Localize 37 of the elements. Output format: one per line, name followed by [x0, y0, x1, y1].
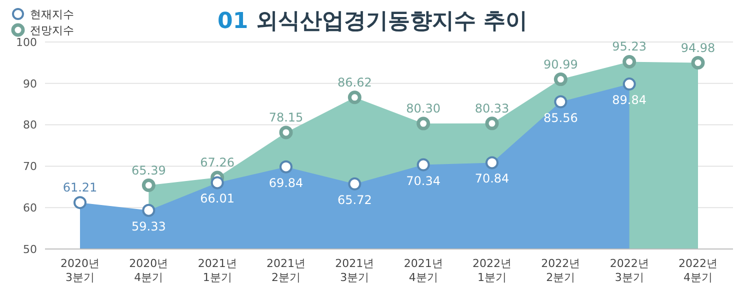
y-tick-label: 60: [23, 201, 37, 214]
data-label: 80.33: [474, 101, 510, 116]
x-tick-label: 2022년 4분기: [678, 257, 718, 284]
data-label: 66.01: [200, 192, 235, 206]
data-label: 67.26: [200, 156, 235, 170]
data-label: 90.99: [543, 57, 578, 72]
data-label: 89.84: [612, 93, 647, 108]
data-label: 95.23: [612, 40, 647, 54]
x-tick-label: 2020년 3분기: [60, 257, 100, 284]
x-tick-label: 2021년 3분기: [335, 257, 374, 284]
data-label: 65.39: [131, 163, 166, 178]
legend-label: 전망지수: [30, 24, 74, 37]
data-label: 86.62: [337, 75, 372, 90]
y-tick-label: 80: [23, 118, 37, 132]
data-label: 80.30: [406, 102, 441, 116]
y-tick-label: 100: [16, 36, 37, 49]
data-label: 59.33: [131, 219, 166, 234]
data-label: 70.34: [406, 174, 441, 188]
legend-label: 현재지수: [30, 8, 74, 21]
x-tick-label: 2022년 2분기: [541, 257, 580, 284]
x-tick-label: 2021년 2분기: [266, 257, 306, 284]
data-label: 69.84: [268, 176, 304, 190]
data-label: 85.56: [543, 110, 578, 125]
y-tick-label: 90: [23, 77, 37, 90]
chart-title: 01 외식산업경기동향지수 추이: [218, 9, 528, 34]
y-tick-label: 50: [23, 242, 37, 256]
data-label: 94.98: [680, 40, 716, 55]
data-label: 65.72: [337, 192, 372, 207]
x-tick-label: 2020년 4분기: [129, 257, 168, 284]
x-tick-label: 2021년 1분기: [198, 257, 237, 284]
y-tick-label: 70: [23, 160, 37, 174]
data-label: 61.21: [62, 180, 98, 195]
x-tick-label: 2022년 3분기: [610, 257, 649, 284]
x-tick-label: 2022년 1분기: [472, 257, 512, 284]
data-label: 78.15: [268, 110, 304, 124]
x-tick-label: 2021년 4분기: [404, 257, 443, 284]
data-label: 70.84: [474, 172, 510, 186]
